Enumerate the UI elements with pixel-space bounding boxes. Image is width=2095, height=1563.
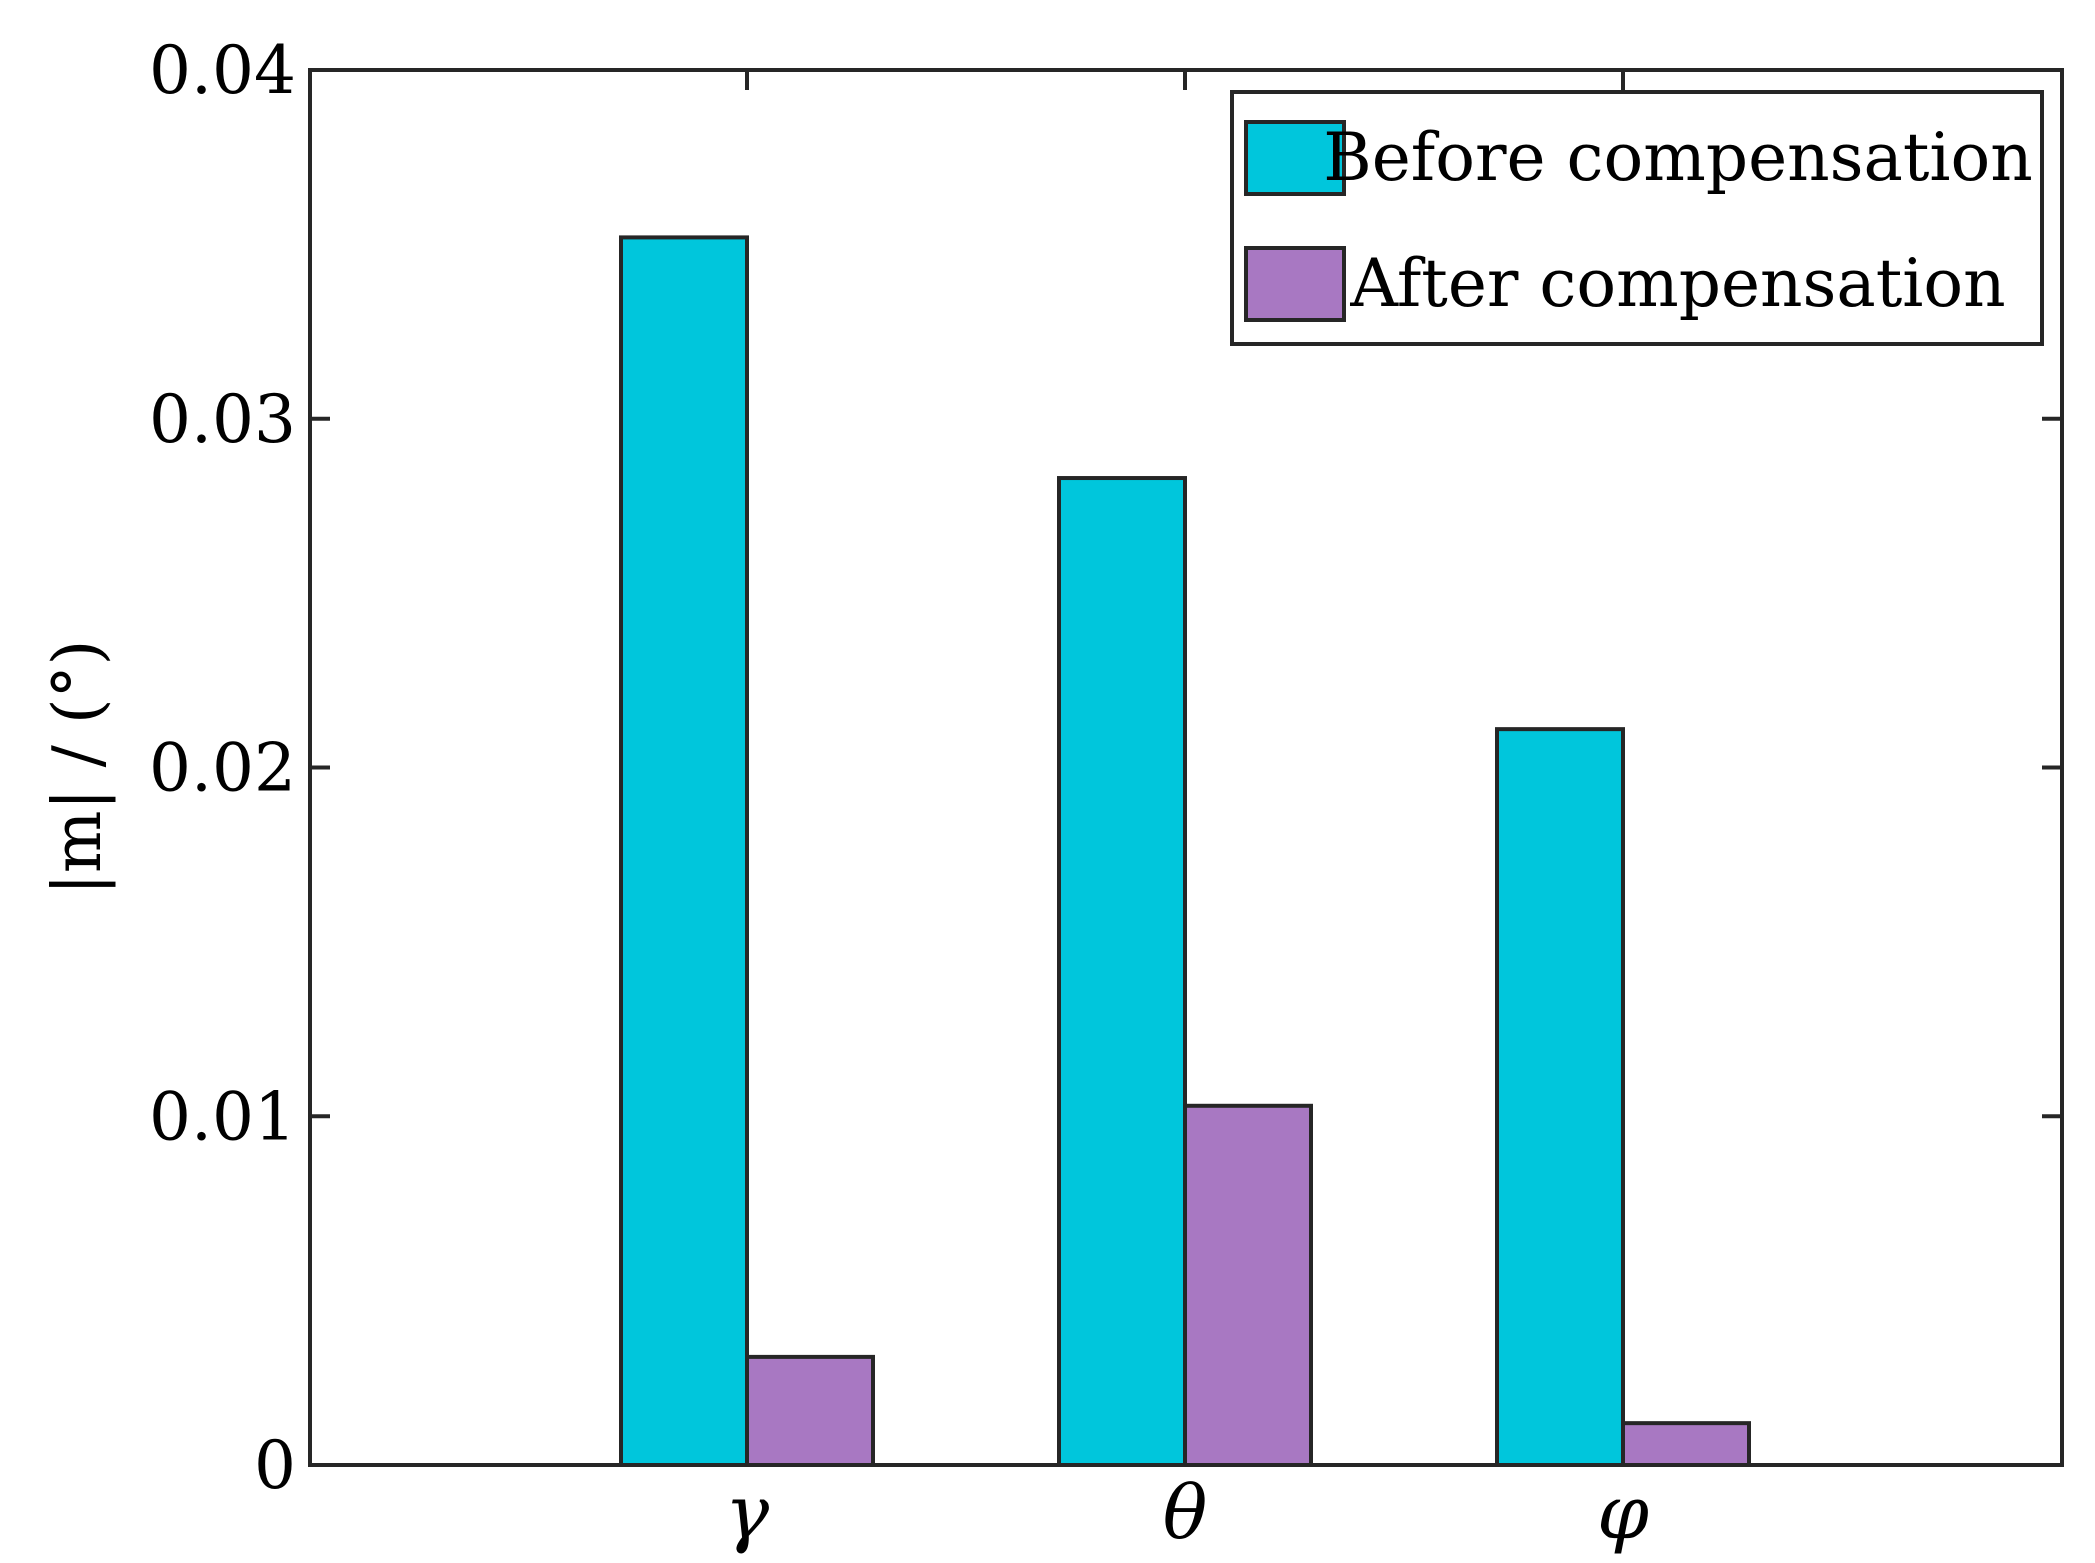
- y-tick-label: 0.02: [149, 730, 296, 807]
- bar-after-1: [1183, 1103, 1313, 1467]
- bars-layer: [619, 235, 1751, 1468]
- bar-after-0: [745, 1354, 875, 1467]
- legend-swatch-1: [1244, 246, 1346, 322]
- y-tick-label: 0: [254, 1427, 296, 1504]
- x-category-label: φ: [1597, 1470, 1649, 1556]
- bar-before-1: [1057, 476, 1187, 1468]
- y-axis-label: |m| / (°): [39, 640, 116, 896]
- axes-layer: 0 0.01 0.02 0.03 0.04 γ θ φ |m| / (°): [39, 32, 2064, 1556]
- legend: Before compensation After compensation: [1230, 90, 2044, 346]
- bar-after-2: [1621, 1421, 1751, 1468]
- bar-before-0: [619, 235, 749, 1467]
- legend-box: [1230, 90, 2044, 346]
- y-tick-label: 0.01: [149, 1078, 296, 1155]
- legend-swatch-0: [1244, 120, 1346, 196]
- bar-before-2: [1495, 727, 1625, 1467]
- x-category-label: γ: [725, 1470, 770, 1556]
- x-category-label: θ: [1163, 1470, 1208, 1556]
- y-tick-label: 0.03: [149, 381, 296, 458]
- y-tick-label: 0.04: [149, 32, 296, 109]
- legend-label-1: After compensation: [1349, 245, 2005, 322]
- legend-label-0: Before compensation: [1323, 119, 2033, 196]
